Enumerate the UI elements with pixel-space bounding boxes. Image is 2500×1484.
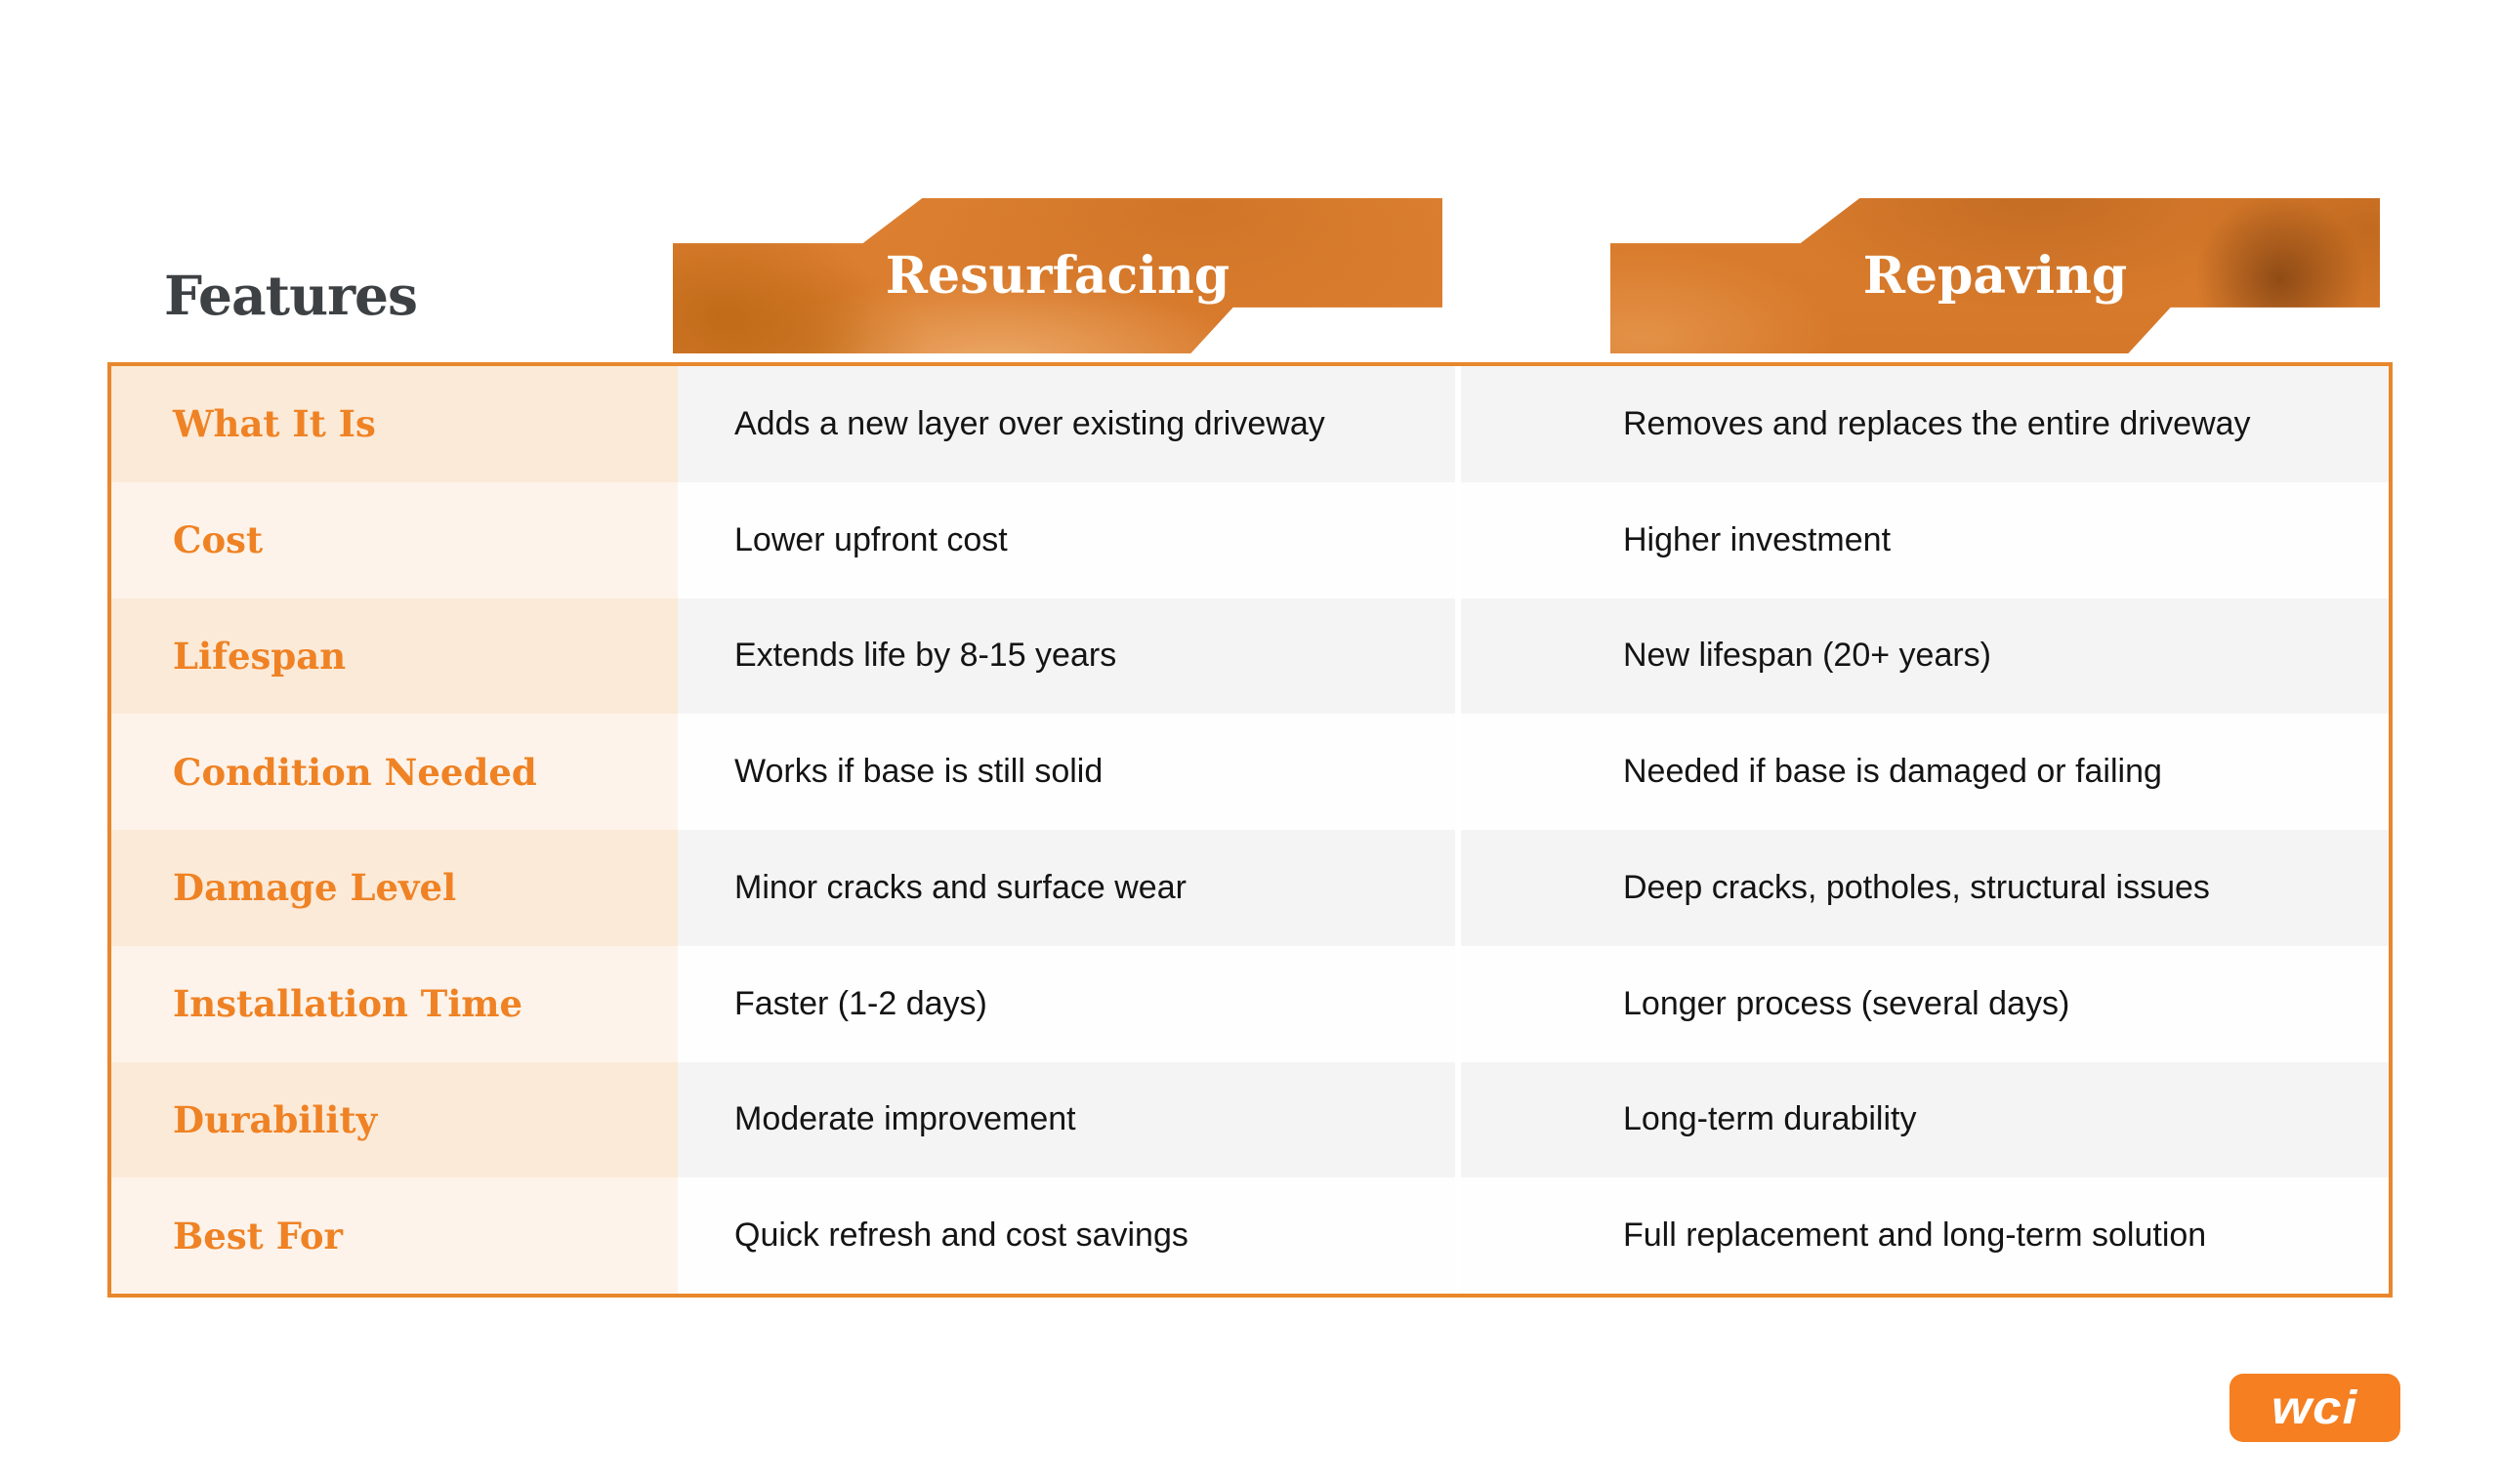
resurfacing-cell: Minor cracks and surface wear <box>678 830 1455 946</box>
repaving-cell: Deep cracks, potholes, structural issues <box>1455 830 2389 946</box>
repaving-column-title: Repaving <box>1862 246 2128 306</box>
table-row: Lifespan Extends life by 8-15 years New … <box>111 598 2389 715</box>
wci-logo-text: wci <box>2271 1381 2358 1434</box>
feature-cell: Damage Level <box>111 830 678 946</box>
feature-cell: What It Is <box>111 366 678 482</box>
resurfacing-column-title: Resurfacing <box>885 246 1230 306</box>
feature-cell: Installation Time <box>111 945 678 1062</box>
resurfacing-header-banner: Resurfacing <box>673 198 1442 353</box>
repaving-cell: Removes and replaces the entire driveway <box>1455 366 2389 482</box>
table-row: Installation Time Faster (1-2 days) Long… <box>111 945 2389 1062</box>
wci-logo: wci <box>2229 1374 2400 1442</box>
feature-cell: Cost <box>111 481 678 598</box>
repaving-cell: Long-term durability <box>1455 1061 2389 1178</box>
table-row: Best For Quick refresh and cost savings … <box>111 1177 2389 1294</box>
table-row: Damage Level Minor cracks and surface we… <box>111 830 2389 946</box>
repaving-cell: Full replacement and long-term solution <box>1455 1177 2389 1294</box>
resurfacing-cell: Lower upfront cost <box>678 481 1455 598</box>
table-row: Cost Lower upfront cost Higher investmen… <box>111 481 2389 598</box>
resurfacing-cell: Adds a new layer over existing driveway <box>678 366 1455 482</box>
repaving-cell: New lifespan (20+ years) <box>1455 598 2389 715</box>
resurfacing-cell: Works if base is still solid <box>678 714 1455 830</box>
comparison-table: What It Is Adds a new layer over existin… <box>107 362 2393 1298</box>
feature-cell: Condition Needed <box>111 714 678 830</box>
repaving-cell: Needed if base is damaged or failing <box>1455 714 2389 830</box>
repaving-header-banner: Repaving <box>1610 198 2380 353</box>
resurfacing-cell: Quick refresh and cost savings <box>678 1177 1455 1294</box>
table-row: Durability Moderate improvement Long-ter… <box>111 1061 2389 1178</box>
repaving-cell: Longer process (several days) <box>1455 945 2389 1062</box>
resurfacing-cell: Extends life by 8-15 years <box>678 598 1455 715</box>
feature-cell: Lifespan <box>111 598 678 715</box>
feature-cell: Durability <box>111 1061 678 1178</box>
resurfacing-cell: Moderate improvement <box>678 1061 1455 1178</box>
table-row: Condition Needed Works if base is still … <box>111 714 2389 830</box>
table-row: What It Is Adds a new layer over existin… <box>111 366 2389 482</box>
resurfacing-cell: Faster (1-2 days) <box>678 945 1455 1062</box>
features-title: Features <box>164 264 418 327</box>
feature-cell: Best For <box>111 1177 678 1294</box>
repaving-cell: Higher investment <box>1455 481 2389 598</box>
